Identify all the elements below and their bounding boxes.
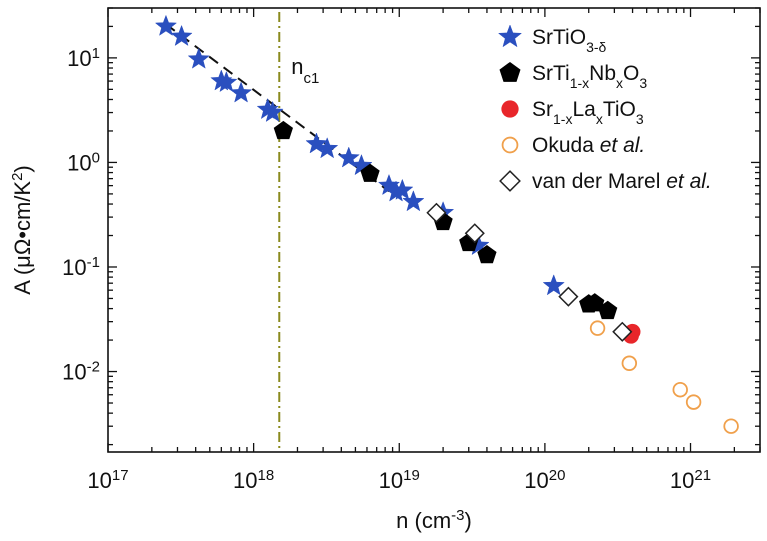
legend-marker <box>501 100 519 118</box>
data-point <box>589 320 606 336</box>
data-point <box>723 418 739 434</box>
data-point <box>612 321 633 342</box>
legend-label: Sr1-xLaxTiO3 <box>532 98 644 127</box>
annotation-layer: nc1 <box>278 12 319 452</box>
legend-label: van der Marel et al. <box>532 170 712 193</box>
series-3 <box>589 320 739 434</box>
data-point <box>154 14 178 36</box>
data-point <box>685 394 702 410</box>
data-point <box>360 163 380 182</box>
y-axis-label: A (μΩ•cm/K2) <box>9 165 36 295</box>
x-tick-label: 1017 <box>87 467 128 494</box>
plot-frame <box>107 7 761 453</box>
data-point <box>624 323 641 340</box>
series-2 <box>623 323 641 344</box>
data-point <box>273 120 293 140</box>
legend-marker <box>501 136 519 154</box>
fit-layer <box>165 23 390 193</box>
y-tick-label: 101 <box>67 44 100 71</box>
series-4 <box>426 202 633 342</box>
data-point <box>464 223 485 244</box>
tick-labels: 1017 1018 1019 1020 1021 101 100 10-1 10-2 <box>62 44 711 493</box>
legend-label: SrTiO3-δ <box>532 26 607 55</box>
y-tick-label: 100 <box>67 149 100 176</box>
data-point <box>187 47 210 69</box>
data-point <box>621 355 638 371</box>
dashed-fit-line <box>165 23 390 193</box>
data-point <box>256 97 279 120</box>
legend-label: SrTi1-xNbxO3 <box>532 62 647 91</box>
series-0 <box>154 14 565 296</box>
y-tick-label: 10-2 <box>62 358 100 385</box>
axis-labels: n (cm-3) A (μΩ•cm/K2) <box>9 165 472 533</box>
data-point <box>598 300 618 320</box>
legend-marker <box>497 24 523 48</box>
data-point <box>672 382 688 398</box>
x-tick-label: 1018 <box>233 467 274 494</box>
legend-marker <box>499 61 521 82</box>
data-point <box>542 274 565 296</box>
data-point <box>391 178 414 200</box>
legend: SrTiO3-δ SrTi1-xNbxO3 Sr1-xLaxTiO3 Okuda et… <box>497 24 712 193</box>
data-point <box>337 146 360 168</box>
data-point <box>305 132 328 154</box>
y-tick-label: 10-1 <box>62 253 100 280</box>
data-point <box>170 24 193 47</box>
data-point <box>316 137 339 159</box>
x-tick-label: 1019 <box>379 467 420 494</box>
data-point <box>229 81 253 103</box>
x-axis-label: n (cm-3) <box>396 507 472 534</box>
data-point <box>402 190 425 212</box>
legend-marker <box>499 170 521 192</box>
x-tick-label: 1020 <box>524 467 565 494</box>
x-tick-label: 1021 <box>670 467 711 494</box>
nc1-label: nc1 <box>291 54 319 87</box>
data-point <box>426 202 447 223</box>
data-point <box>261 100 284 123</box>
data-point <box>215 70 238 93</box>
axis-ticks <box>107 7 761 452</box>
data-points <box>154 14 739 434</box>
legend-label: Okuda et al. <box>532 134 645 157</box>
data-point <box>558 286 579 307</box>
data-point <box>477 244 497 264</box>
